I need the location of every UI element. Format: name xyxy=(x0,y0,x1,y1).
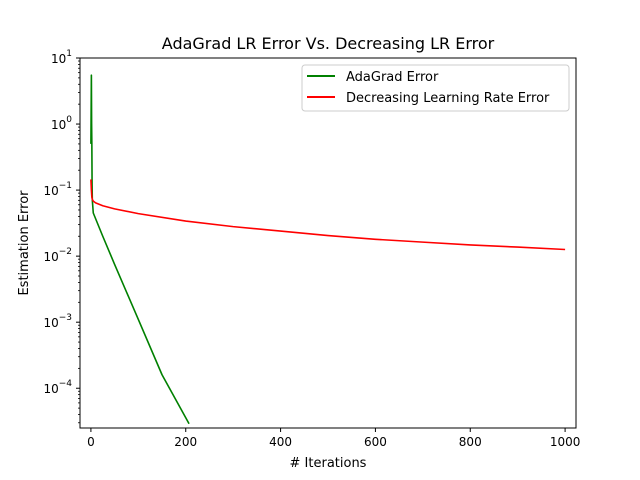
series-layer xyxy=(90,74,566,425)
y-tick-label: 101 xyxy=(51,49,72,66)
x-tick-label: 800 xyxy=(459,435,482,449)
x-axis: 0 200 400 600 800 1000 xyxy=(87,428,580,449)
series-line-0 xyxy=(90,74,190,425)
y-axis-label: Estimation Error xyxy=(17,190,32,296)
y-tick-label: 100 xyxy=(51,115,72,132)
x-tick-label: 1000 xyxy=(550,435,581,449)
y-axis: 10−4 10−3 10−2 10−1 100 101 xyxy=(43,49,80,424)
y-tick-label: 10−3 xyxy=(43,313,72,330)
x-tick-label: 400 xyxy=(269,435,292,449)
series-line-1 xyxy=(90,179,566,251)
x-tick-label: 200 xyxy=(174,435,197,449)
y-tick-label: 10−4 xyxy=(43,379,72,396)
legend-box xyxy=(301,64,570,112)
y-tick-label: 10−1 xyxy=(43,181,72,198)
x-tick-label: 0 xyxy=(87,435,95,449)
legend-label-decreasing-lr: Decreasing Learning Rate Error xyxy=(346,91,550,106)
x-tick-label: 600 xyxy=(364,435,387,449)
plot-frame xyxy=(79,57,577,429)
legend-label-adagrad: AdaGrad Error xyxy=(346,70,439,85)
y-tick-label: 10−2 xyxy=(43,247,72,264)
x-axis-label: # Iterations xyxy=(290,456,367,471)
legend: AdaGrad Error Decreasing Learning Rate E… xyxy=(301,64,570,112)
chart-title: AdaGrad LR Error Vs. Decreasing LR Error xyxy=(162,34,495,53)
plot-area xyxy=(80,58,576,428)
